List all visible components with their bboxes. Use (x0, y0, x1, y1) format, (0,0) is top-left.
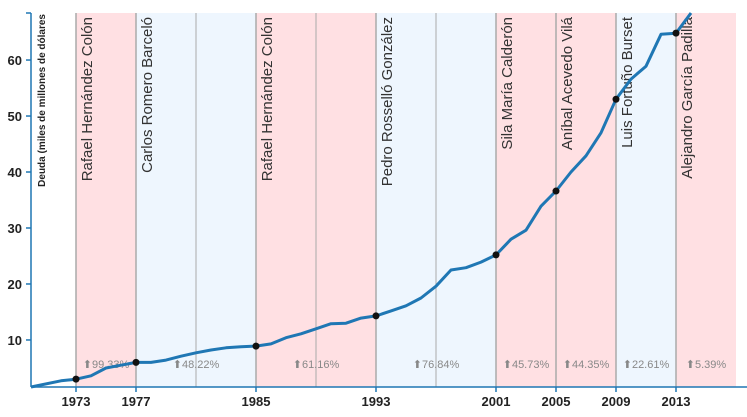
x-tick-label: 2005 (542, 394, 571, 409)
data-point-marker (672, 29, 680, 37)
governor-label: Carlos Romero Barceló (139, 17, 156, 173)
term-band (676, 13, 736, 387)
x-tick-label: 1993 (362, 394, 391, 409)
percent-change-label: ⬆76.84% (413, 359, 460, 371)
x-tick-label: 1977 (122, 394, 151, 409)
x-tick-label: 2013 (662, 394, 691, 409)
debt-line (30, 12, 693, 389)
governor-label: Rafael Hernández Colón (79, 17, 96, 181)
term-band (616, 13, 676, 387)
y-tick-label: 10 (8, 333, 22, 348)
data-point-marker (552, 187, 560, 195)
x-tick-label: 1973 (62, 394, 91, 409)
data-point-marker (612, 95, 620, 103)
governor-label: Alejandro García Padilla (679, 16, 696, 178)
y-tick-label: 30 (8, 221, 22, 236)
percent-change-label: ⬆45.73% (503, 359, 550, 371)
percent-change-label: ⬆5.39% (686, 359, 727, 371)
data-point-marker (252, 342, 260, 350)
percent-change-label: ⬆99.33% (83, 359, 130, 371)
governor-label: Sila María Calderón (499, 17, 516, 150)
data-point-marker (492, 251, 500, 259)
x-tick-label: 1985 (242, 394, 271, 409)
percent-change-label: ⬆22.61% (623, 359, 670, 371)
x-tick-label: 2009 (602, 394, 631, 409)
percent-change-label: ⬆61.16% (293, 359, 340, 371)
governor-label: Aníbal Acevedo Vilá (559, 16, 576, 150)
y-axis-label: Deuda (miles de millones de dólares (37, 14, 48, 187)
x-tick-label: 2001 (482, 394, 511, 409)
y-tick-label: 20 (8, 277, 22, 292)
data-point-marker (372, 312, 380, 320)
term-band (76, 13, 136, 387)
term-band (556, 13, 616, 387)
percent-change-label: ⬆48.22% (173, 359, 220, 371)
percent-change-label: ⬆44.35% (563, 359, 610, 371)
data-point-marker (132, 358, 140, 366)
governor-label: Pedro Rosselló González (379, 17, 396, 186)
governor-label: Rafael Hernández Colón (259, 17, 276, 181)
y-tick-label: 40 (8, 165, 22, 180)
y-tick-label: 50 (8, 109, 22, 124)
y-tick-label: 60 (8, 53, 22, 68)
data-point-marker (72, 375, 80, 383)
